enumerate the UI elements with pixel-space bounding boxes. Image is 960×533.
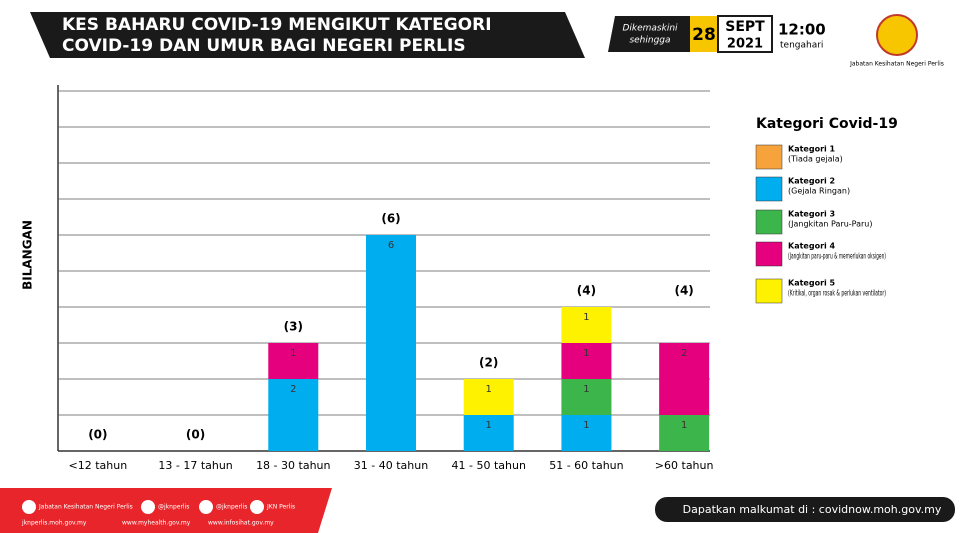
x-tick-label: 41 - 50 tahun [452,459,526,472]
segment-label: 1 [583,312,589,323]
social-icon [22,500,36,514]
social-label: JKN Perlis [266,504,295,511]
day: 28 [692,25,716,45]
bar-segment [659,415,710,451]
bar-segment [463,379,514,415]
info-pill [655,497,955,522]
legend-swatch [755,278,783,304]
agency: Jabatan Kesihatan Negeri Perlis [849,61,944,68]
bar-segment [463,415,514,451]
time: 12:00 [778,21,826,39]
legend-label: Kategori 5 [788,279,836,288]
legend-title: Kategori Covid-19 [756,116,898,132]
bar-segment [561,307,612,343]
x-tick-label: 51 - 60 tahun [549,459,623,472]
bar-segment [268,379,319,451]
updated: Dikemaskini [622,24,678,34]
legend-swatch [755,241,783,267]
day-box [690,16,718,52]
legend-description: (Tiada gejala) [788,155,843,164]
total-label: (6) [381,212,400,226]
segment-label: 1 [583,420,589,431]
segment-label: 1 [486,384,492,395]
legend-description: (Kritikal, organ rosak & perlukan ventil… [788,289,886,298]
title-banner [30,12,585,58]
segment-label: 2 [290,384,296,395]
month: SEPT [725,19,765,35]
bar-segment [268,343,319,379]
segment-label: 1 [486,420,492,431]
total-label: (2) [479,356,498,370]
x-tick-label: 31 - 40 tahun [354,459,428,472]
bar-segment [561,343,612,379]
updated: sehingga [629,36,670,46]
legend-swatch [755,209,783,235]
social-label: Jabatan Kesihatan Negeri Perlis [38,504,133,511]
segment-label: 2 [681,348,687,359]
social-label: @jknperlis [216,504,247,511]
social-icon [141,500,155,514]
y-axis-label: BILANGAN [21,220,35,290]
info: Dapatkan malkumat di : covidnow.moh.gov.… [683,503,942,516]
segment-label: 1 [290,348,296,359]
bar-segment [659,343,710,415]
legend-label: Kategori 3 [788,210,835,219]
legend-description: (Jangkitan Paru-Paru) [788,220,873,229]
x-tick-label: 13 - 17 tahun [158,459,232,472]
x-tick-label: <12 tahun [69,459,128,472]
segment-label: 1 [681,420,687,431]
date-tag [608,16,690,52]
total-label: (0) [88,428,107,442]
total-label: (3) [284,320,303,334]
legend-description: (Jangkitan paru-paru & memerlukan oksige… [788,252,886,261]
social-label: @jknperlis [158,504,189,511]
x-tick-label: 18 - 30 tahun [256,459,330,472]
bar-segment [366,235,416,451]
footer-link: www.infosihat.gov.my [208,520,274,527]
footer-link: www.myhealth.gov.my [122,520,191,527]
legend-label: Kategori 1 [788,145,836,154]
bar-segment [561,415,612,451]
social-icon [199,500,213,514]
logo [876,14,918,56]
footer-band [0,488,332,533]
legend-description: (Gejala Ringan) [788,187,850,196]
total-label: (0) [186,428,205,442]
x-tick-label: >60 tahun [655,459,714,472]
total-label: (4) [577,284,596,298]
time-note: tengahari [780,41,823,51]
year: 2021 [727,37,763,52]
segment-label: 1 [583,384,589,395]
legend-label: Kategori 4 [788,242,836,251]
footer-link: jknperlis.moh.gov.my [21,520,87,527]
segment-label: 1 [583,348,589,359]
legend-swatch [755,176,783,202]
title: KES BAHARU COVID-19 MENGIKUT KATEGORI [62,15,492,35]
legend-swatch [755,144,783,170]
month-box [717,15,773,53]
total-label: (4) [674,284,693,298]
bar-segment [561,379,612,415]
social-icon [250,500,264,514]
legend-label: Kategori 2 [788,177,835,186]
title: COVID-19 DAN UMUR BAGI NEGERI PERLIS [62,36,466,56]
segment-label: 6 [388,240,394,251]
